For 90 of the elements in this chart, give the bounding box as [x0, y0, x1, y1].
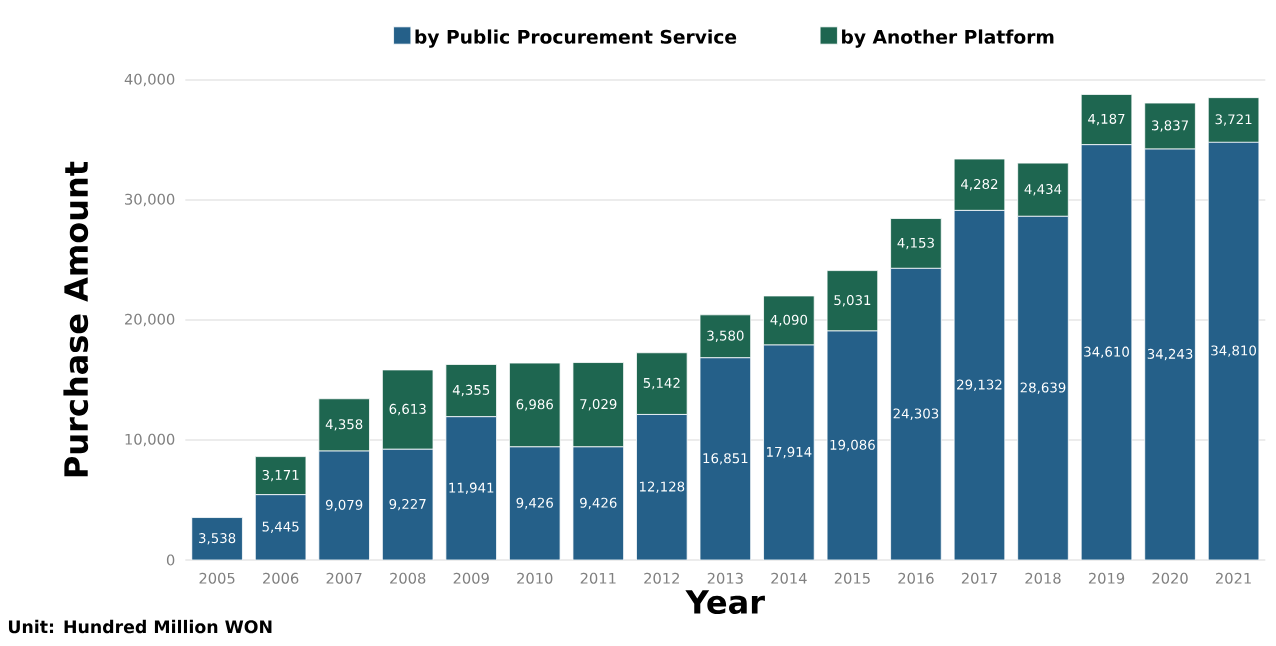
data-label: 3,721	[1215, 114, 1252, 126]
data-label: 28,639	[1020, 382, 1066, 394]
data-label: 3,837	[1151, 120, 1188, 132]
x-tick-label: 2005	[199, 572, 235, 584]
data-label: 9,079	[325, 499, 363, 512]
x-tick-label: 2016	[898, 572, 934, 584]
x-tick-label: 2021	[1215, 572, 1251, 584]
bar	[318, 451, 370, 560]
y-tick-label: 0	[166, 554, 175, 566]
bar	[636, 414, 688, 560]
bar	[700, 357, 751, 560]
data-label: 12,128	[639, 481, 685, 493]
bar	[509, 446, 561, 560]
x-tick-label: 2013	[707, 572, 743, 584]
bar	[826, 270, 879, 332]
bar	[445, 364, 497, 418]
bar	[1081, 144, 1132, 560]
data-label: 4,434	[1024, 183, 1062, 196]
data-label: 4,355	[452, 384, 490, 397]
text: Unit: Hundred Million WON	[8, 619, 272, 634]
bar	[318, 398, 370, 452]
x-tick-label: 2017	[961, 572, 997, 584]
y-tick-label: 20,000	[125, 313, 175, 327]
x-tick-label: 2010	[517, 572, 553, 584]
data-label: 3,580	[707, 330, 744, 343]
bar	[763, 345, 815, 560]
y-axis-title: Purchase Amount	[63, 161, 89, 477]
bar	[763, 295, 815, 346]
data-label: 5,445	[262, 521, 299, 533]
bar	[827, 330, 878, 560]
y-tick-label: 40,000	[124, 73, 175, 87]
data-label: 4,358	[325, 419, 363, 431]
bar	[191, 517, 243, 560]
data-label: 3,538	[199, 533, 236, 545]
bar	[699, 314, 752, 359]
x-tick-label: 2015	[834, 572, 870, 584]
x-tick-label: 2012	[644, 572, 679, 584]
data-label: 4,153	[897, 237, 934, 250]
data-label: 9,426	[516, 497, 553, 510]
bar	[1207, 141, 1260, 560]
data-label: 11,941	[449, 482, 494, 495]
data-label: 29,132	[957, 379, 1002, 391]
data-label: 9,426	[580, 497, 617, 510]
data-label: 34,243	[1147, 348, 1193, 361]
data-label: 3,171	[262, 469, 299, 482]
bar	[954, 210, 1005, 560]
bar	[509, 362, 561, 448]
data-label: 6,613	[389, 403, 426, 416]
data-label: 9,227	[389, 498, 426, 511]
x-tick-label: 2011	[580, 572, 616, 584]
bar	[1017, 162, 1069, 217]
legend-label: by Another Platform	[842, 29, 1054, 48]
data-label: 24,303	[893, 408, 939, 420]
bar	[636, 352, 688, 415]
bar	[572, 362, 625, 448]
bar	[953, 158, 1006, 211]
y-tick-label: 10,000	[125, 433, 175, 447]
data-label: 5,142	[643, 377, 680, 390]
data-label: 16,851	[703, 453, 748, 465]
bar	[382, 449, 434, 560]
x-tick-label: 2009	[453, 572, 489, 584]
y-tick-label: 30,000	[125, 193, 175, 207]
bar	[890, 218, 942, 269]
data-label: 19,086	[830, 439, 875, 452]
data-label: 5,031	[834, 295, 871, 307]
x-tick-label: 2007	[326, 572, 362, 584]
x-tick-label: 2020	[1152, 572, 1188, 584]
data-label: 4,187	[1088, 113, 1125, 126]
x-tick-label: 2014	[771, 572, 807, 584]
bar	[1017, 216, 1069, 560]
bar	[890, 268, 942, 560]
bar	[445, 416, 497, 560]
x-tick-label: 2018	[1025, 572, 1061, 584]
data-label: 4,282	[961, 178, 998, 191]
data-label: 17,914	[767, 446, 812, 459]
data-label: 34,810	[1211, 345, 1257, 357]
x-tick-label: 2006	[263, 572, 299, 584]
data-label: 4,090	[770, 314, 808, 327]
data-label: 7,029	[580, 398, 617, 411]
data-label: 6,986	[516, 399, 553, 411]
legend-label: by Public Procurement Service	[415, 29, 737, 48]
bar	[1144, 149, 1196, 560]
bar	[254, 456, 307, 496]
data-label: 34,610	[1084, 346, 1129, 359]
x-axis-title: Year	[685, 590, 765, 615]
x-tick-label: 2008	[390, 572, 426, 584]
bar	[381, 369, 434, 450]
bar	[572, 446, 624, 560]
bar	[255, 494, 306, 560]
x-tick-label: 2019	[1088, 572, 1125, 584]
